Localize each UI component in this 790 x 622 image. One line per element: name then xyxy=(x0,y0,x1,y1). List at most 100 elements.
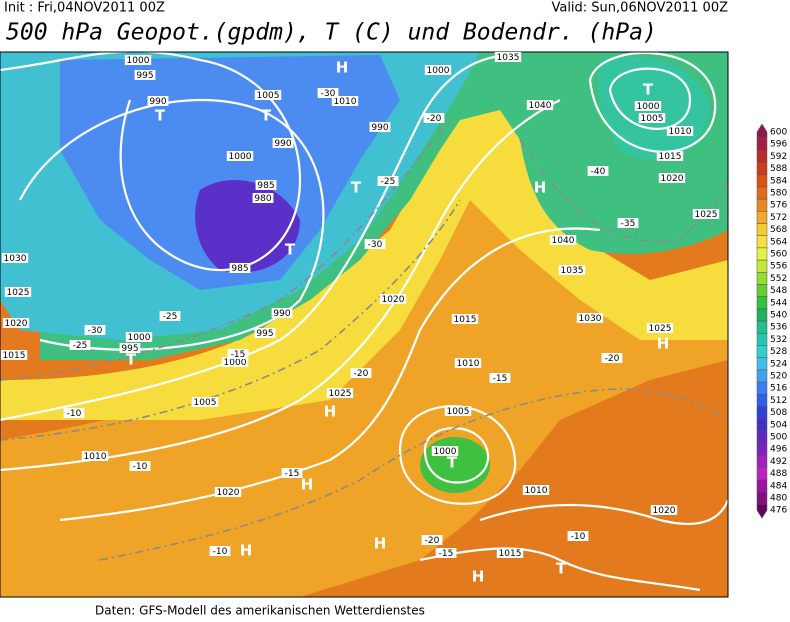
label-box xyxy=(84,325,106,335)
legend-cell xyxy=(756,296,768,310)
temperature-label: -30 xyxy=(368,240,383,250)
legend-label: 552 xyxy=(770,274,787,284)
isobar-label: 990 xyxy=(149,97,166,107)
legend-label: 516 xyxy=(770,384,787,394)
legend-label: 508 xyxy=(770,408,787,418)
temperature-label: -40 xyxy=(591,167,606,177)
legend-cell xyxy=(756,211,768,224)
legend-cell xyxy=(756,418,768,432)
label-box xyxy=(364,239,386,249)
isobar-label: 1025 xyxy=(7,288,30,298)
temperature-label: -10 xyxy=(67,409,82,419)
isobar xyxy=(419,547,701,592)
label-box xyxy=(421,535,443,545)
legend-cell xyxy=(756,430,768,444)
isobar-label: 985 xyxy=(231,264,248,274)
legend-cell xyxy=(756,394,768,407)
legend-label: 576 xyxy=(770,201,787,211)
isobar-label: 1025 xyxy=(695,210,718,220)
temperature-label: -20 xyxy=(354,369,369,379)
label-box xyxy=(423,113,445,123)
label-box xyxy=(489,373,511,383)
isobar-label: 1000 xyxy=(224,358,247,368)
legend-cell xyxy=(756,223,768,236)
legend-cell xyxy=(756,345,768,358)
isobar xyxy=(398,405,517,505)
isobar-label: 1020 xyxy=(382,295,405,305)
pressure-center: H xyxy=(472,568,485,586)
isobar-label: 1020 xyxy=(653,506,676,516)
label-box xyxy=(252,193,274,203)
label-box xyxy=(255,180,277,190)
pressure-center: T xyxy=(351,179,362,197)
temperature-label: -20 xyxy=(427,114,442,124)
label-box xyxy=(451,314,479,324)
legend-cell xyxy=(756,479,768,493)
isobar-label: 1000 xyxy=(229,152,252,162)
isobar xyxy=(0,52,302,272)
legend-label: 572 xyxy=(770,213,787,223)
isobar-label: 1010 xyxy=(457,359,480,369)
isotherm xyxy=(0,199,461,441)
legend-label: 536 xyxy=(770,323,787,333)
isobar-label: 990 xyxy=(273,309,290,319)
temperature-label: -15 xyxy=(231,350,246,360)
temperature-label: -15 xyxy=(285,469,300,479)
legend-cell xyxy=(756,198,768,212)
color-legend: 600 596 592 588 584 580 576 572 568 564 560 556 552 5… xyxy=(756,123,787,519)
legend-label: 580 xyxy=(770,189,787,199)
legend-label: 540 xyxy=(770,311,787,321)
label-box xyxy=(431,446,459,456)
label-box xyxy=(1,253,29,263)
temperature-label: -15 xyxy=(439,549,454,559)
isobar-label: 1030 xyxy=(579,314,602,324)
yellow-band xyxy=(0,100,728,420)
isobar-label: 1010 xyxy=(669,127,692,137)
isobar xyxy=(479,499,728,525)
temperature-label: -10 xyxy=(571,532,586,542)
isobar-label: 1015 xyxy=(499,549,522,559)
label-box xyxy=(424,65,452,75)
legend-cell xyxy=(756,467,768,480)
legend-cell xyxy=(756,357,768,371)
isobar-label: 1020 xyxy=(5,319,28,329)
label-box xyxy=(134,70,156,80)
legend-label: 568 xyxy=(770,225,787,235)
label-box xyxy=(435,548,457,558)
legend-label: 520 xyxy=(770,372,787,382)
label-box xyxy=(656,151,684,161)
isobar-label: 1000 xyxy=(637,102,660,112)
isobar-label: 995 xyxy=(256,329,273,339)
label-box xyxy=(567,531,589,541)
isotherm xyxy=(0,119,451,381)
legend-cell xyxy=(756,247,768,261)
label-box xyxy=(658,173,686,183)
label-box xyxy=(377,176,399,186)
legend-cell xyxy=(756,259,768,273)
legend-label: 592 xyxy=(770,152,787,162)
label-box xyxy=(617,218,639,228)
pressure-center: H xyxy=(336,59,349,77)
isobar xyxy=(0,99,561,472)
isobar xyxy=(588,52,717,153)
label-box xyxy=(454,358,482,368)
legend-label: 548 xyxy=(770,286,787,296)
label-box xyxy=(129,461,151,471)
temperature-label: -20 xyxy=(425,536,440,546)
label-box xyxy=(326,388,354,398)
label-box xyxy=(209,546,231,556)
isobar-label: 1005 xyxy=(447,407,470,417)
isobar xyxy=(19,98,325,351)
pressure-center: T xyxy=(285,241,296,259)
isobar-label: 1035 xyxy=(497,53,520,63)
pressure-center: T xyxy=(447,454,458,472)
label-box xyxy=(272,138,294,148)
temperature-label: -10 xyxy=(133,462,148,472)
init-time: Init : Fri,04NOV2011 00Z xyxy=(4,1,165,16)
legend-label: 480 xyxy=(770,494,787,504)
legend-label: 528 xyxy=(770,347,787,357)
label-box xyxy=(549,235,577,245)
legend-label: 488 xyxy=(770,469,787,479)
label-box xyxy=(191,397,219,407)
